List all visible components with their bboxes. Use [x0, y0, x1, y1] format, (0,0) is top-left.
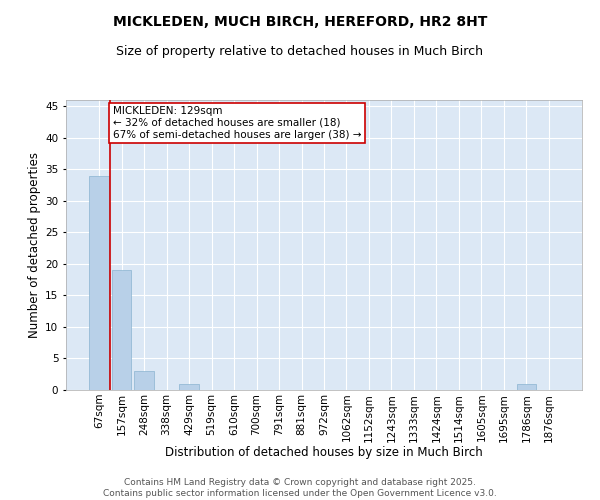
X-axis label: Distribution of detached houses by size in Much Birch: Distribution of detached houses by size … [165, 446, 483, 458]
Bar [517, 384, 536, 390]
Bar [179, 384, 199, 390]
Y-axis label: Number of detached properties: Number of detached properties [28, 152, 41, 338]
Text: Size of property relative to detached houses in Much Birch: Size of property relative to detached ho… [116, 45, 484, 58]
Text: MICKLEDEN, MUCH BIRCH, HEREFORD, HR2 8HT: MICKLEDEN, MUCH BIRCH, HEREFORD, HR2 8HT [113, 15, 487, 29]
Text: Contains HM Land Registry data © Crown copyright and database right 2025.
Contai: Contains HM Land Registry data © Crown c… [103, 478, 497, 498]
Bar [89, 176, 109, 390]
Bar [134, 371, 154, 390]
Text: MICKLEDEN: 129sqm
← 32% of detached houses are smaller (18)
67% of semi-detached: MICKLEDEN: 129sqm ← 32% of detached hous… [113, 106, 361, 140]
Bar [112, 270, 131, 390]
